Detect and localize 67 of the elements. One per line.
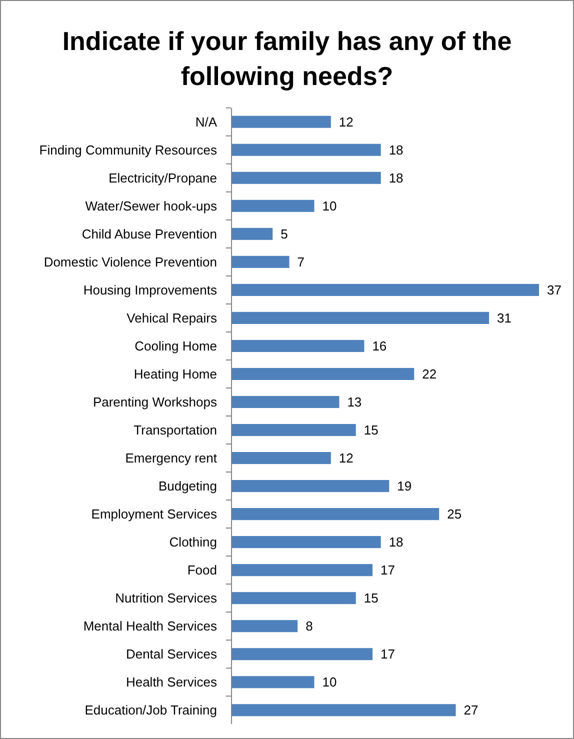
data-label: 16 — [372, 338, 387, 354]
data-label: 18 — [388, 534, 404, 550]
bar — [231, 452, 331, 464]
bar — [231, 116, 331, 128]
y-tick-label: Domestic Violence Prevention — [44, 254, 217, 270]
bar — [231, 648, 373, 660]
y-tick-label: Cooling Home — [134, 338, 217, 354]
data-label: 8 — [306, 618, 313, 634]
y-tick-label: Budgeting — [158, 478, 217, 494]
bar — [231, 144, 381, 156]
y-tick-label: Heating Home — [134, 366, 217, 382]
data-label: 18 — [388, 170, 404, 186]
bar — [231, 620, 298, 632]
data-label: 12 — [338, 114, 354, 130]
y-tick-label: Finding Community Resources — [39, 142, 218, 158]
y-tick-label: Dental Services — [126, 646, 218, 662]
y-tick-label: Vehical Repairs — [126, 310, 218, 326]
data-label: 10 — [322, 198, 337, 214]
bar — [231, 172, 381, 184]
bar — [231, 592, 356, 604]
bar — [231, 676, 314, 688]
y-tick-label: Electricity/Propane — [108, 170, 217, 186]
bar — [231, 396, 340, 408]
data-label: 25 — [447, 506, 462, 522]
data-label: 5 — [280, 226, 288, 242]
y-tick-label: Housing Improvements — [83, 282, 218, 298]
y-tick-label: Water/Sewer hook-ups — [85, 198, 218, 214]
data-label: 19 — [397, 478, 412, 494]
bar — [231, 256, 290, 268]
chart-title: Indicate if your family has any of the following needs? — [62, 26, 512, 91]
bar — [231, 340, 364, 352]
data-label: 15 — [364, 590, 378, 606]
y-tick-label: Health Services — [126, 674, 218, 690]
y-tick-label: Food — [187, 562, 217, 578]
bar — [231, 228, 273, 240]
bar — [231, 508, 440, 520]
data-label: 7 — [297, 254, 305, 270]
y-tick-label: Child Abuse Prevention — [82, 226, 217, 242]
data-label: 37 — [547, 282, 562, 298]
y-tick-label: Education/Job Training — [84, 702, 217, 718]
bar — [231, 200, 314, 212]
y-tick-label: Employment Services — [91, 506, 218, 522]
data-label: 31 — [497, 310, 512, 326]
data-label: 10 — [322, 674, 337, 690]
bar — [231, 704, 456, 716]
bar — [231, 564, 373, 576]
bar — [231, 368, 414, 380]
y-tick-label: Mental Health Services — [83, 618, 218, 634]
y-tick-label: Emergency rent — [125, 450, 218, 466]
data-label: 15 — [364, 422, 378, 438]
bar — [231, 284, 539, 296]
y-tick-label: Transportation — [134, 422, 217, 438]
data-label: 12 — [338, 450, 354, 466]
y-tick-label: Clothing — [169, 534, 217, 550]
bar — [231, 312, 490, 324]
y-tick-label: N/A — [195, 114, 218, 130]
bar — [231, 536, 381, 548]
data-label: 18 — [388, 142, 404, 158]
data-label: 17 — [380, 562, 395, 578]
data-label: 22 — [422, 366, 437, 382]
y-tick-label: Nutrition Services — [115, 590, 218, 606]
bar — [231, 424, 356, 436]
data-label: 13 — [347, 394, 362, 410]
data-label: 17 — [380, 646, 395, 662]
bar — [231, 480, 390, 492]
data-label: 27 — [464, 702, 478, 718]
y-tick-label: Parenting Workshops — [92, 394, 218, 410]
